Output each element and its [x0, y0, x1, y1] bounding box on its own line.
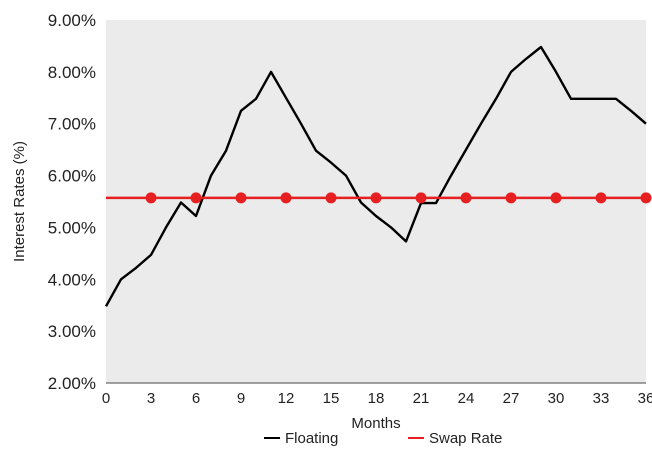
data-point-swap-rate	[325, 192, 337, 204]
x-tick-label: 18	[368, 390, 385, 407]
x-tick-label: 24	[458, 390, 475, 407]
y-axis: 2.00% 3.00% 4.00% 5.00% 6.00% 7.00% 8.00% 9.00%	[48, 11, 96, 393]
y-tick-label: 6.00%	[48, 167, 96, 186]
legend-label-floating: Floating	[285, 430, 338, 447]
data-point-swap-rate	[550, 192, 562, 204]
data-point-swap-rate	[370, 192, 382, 204]
data-point-swap-rate	[595, 192, 607, 204]
y-tick-label: 3.00%	[48, 322, 96, 341]
x-tick-label: 15	[323, 390, 340, 407]
data-point-swap-rate	[415, 192, 427, 204]
data-point-swap-rate	[235, 192, 247, 204]
series-layer	[104, 45, 652, 307]
x-tick-label: 36	[638, 390, 652, 407]
x-tick-label: 30	[548, 390, 565, 407]
x-axis-label: Months	[351, 415, 400, 432]
x-tick-label: 27	[503, 390, 520, 407]
x-tick-label: 12	[278, 390, 295, 407]
x-tick-label: 6	[192, 390, 200, 407]
y-tick-label: 4.00%	[48, 270, 96, 289]
data-point-swap-rate	[505, 192, 517, 204]
x-tick-label: 33	[593, 390, 610, 407]
x-tick-label: 0	[102, 390, 110, 407]
x-tick-label: 21	[413, 390, 430, 407]
x-tick-label: 3	[147, 390, 155, 407]
data-point-swap-rate	[640, 192, 652, 204]
data-point-swap-rate	[280, 192, 292, 204]
data-point-swap-rate	[190, 192, 202, 204]
data-point-swap-rate	[460, 192, 472, 204]
legend-label-swap-rate: Swap Rate	[429, 430, 502, 447]
legend: Floating Swap Rate	[264, 430, 502, 447]
y-tick-label: 7.00%	[48, 115, 96, 134]
x-tick-label: 9	[237, 390, 245, 407]
data-point-swap-rate	[145, 192, 157, 204]
y-axis-label: Interest Rates (%)	[11, 141, 28, 262]
x-axis: 0 3 6 9 12 15 18 21 24 27 30 33 36	[102, 390, 652, 407]
series-line-floating	[104, 45, 647, 307]
y-tick-label: 5.00%	[48, 218, 96, 237]
y-tick-label: 9.00%	[48, 11, 96, 30]
y-tick-label: 2.00%	[48, 374, 96, 393]
y-tick-label: 8.00%	[48, 63, 96, 82]
